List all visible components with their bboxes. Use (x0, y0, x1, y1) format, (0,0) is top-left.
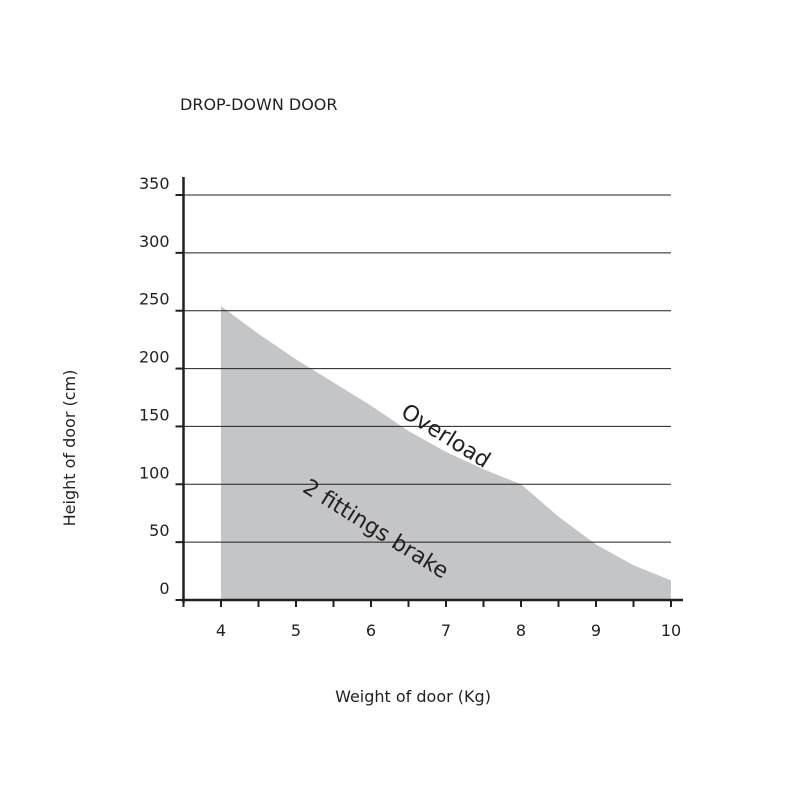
x-tick-label: 5 (291, 621, 301, 640)
y-axis-label: Height of door (cm) (60, 370, 79, 527)
x-tick-label: 7 (441, 621, 451, 640)
x-tick-label: 8 (516, 621, 526, 640)
area (221, 306, 671, 600)
y-tick-label: 300 (139, 232, 170, 251)
x-tick-label: 9 (591, 621, 601, 640)
x-tick-label: 4 (216, 621, 226, 640)
y-tick-label: 150 (139, 405, 170, 424)
y-tick-label: 250 (139, 290, 170, 309)
y-tick-label: 0 (159, 579, 169, 598)
x-tick-label: 10 (661, 621, 681, 640)
chart-title: DROP-DOWN DOOR (180, 95, 338, 114)
y-tick-label: 50 (149, 521, 169, 540)
y-tick-label: 350 (139, 174, 170, 193)
x-axis-label: Weight of door (Kg) (335, 687, 491, 706)
x-tick-label: 6 (366, 621, 376, 640)
y-tick-label: 100 (139, 463, 170, 482)
y-tick-label: 200 (139, 348, 170, 367)
